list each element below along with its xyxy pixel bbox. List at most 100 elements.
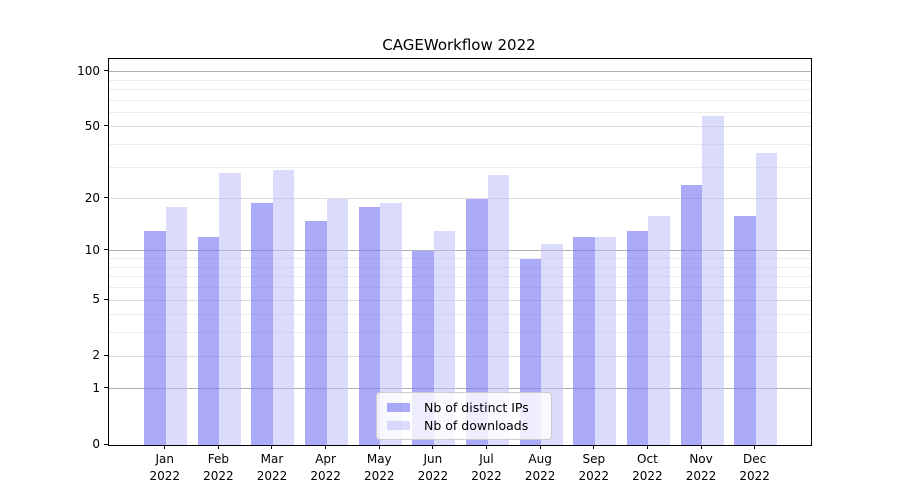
x-tick-year: 2022	[417, 469, 449, 483]
gridline-minor-4	[109, 314, 811, 316]
y-tick-mark-0	[104, 443, 108, 445]
x-tick-mark-dec	[754, 445, 756, 449]
x-tick-mark-mar	[271, 445, 273, 449]
x-tick-label-sep: Sep 2022	[564, 451, 624, 485]
x-tick-month: Apr	[315, 452, 336, 466]
x-tick-month: Nov	[689, 452, 713, 466]
bar-distinct-ips-nov	[680, 184, 703, 445]
x-tick-mark-jun	[432, 445, 434, 449]
y-tick-mark-20	[104, 197, 108, 199]
x-tick-mark-nov	[700, 445, 702, 449]
bar-distinct-ips-oct	[626, 231, 649, 445]
x-tick-label-mar: Mar 2022	[242, 451, 302, 485]
gridline-minor-90	[109, 79, 811, 81]
x-tick-year: 2022	[203, 469, 234, 483]
bar-downloads-mar	[272, 169, 295, 445]
bar-distinct-ips-jan	[144, 231, 166, 445]
x-tick-mark-aug	[539, 445, 541, 449]
legend-label-downloads: Nb of downloads	[424, 417, 529, 433]
x-tick-label-nov: Nov 2022	[671, 451, 731, 485]
y-tick-mark-2	[104, 354, 108, 356]
y-tick-label-0: 0	[92, 437, 100, 451]
x-tick-label-jan: Jan 2022	[135, 451, 195, 485]
x-tick-month: Oct	[637, 452, 658, 466]
y-tick-label-1: 1	[92, 380, 100, 395]
gridline-labeled-minor-2	[109, 355, 811, 357]
gridline-labeled-minor-50	[109, 126, 811, 128]
gridline-minor-9	[109, 258, 811, 260]
bar-distinct-ips-dec	[734, 215, 756, 445]
bar-downloads-nov	[702, 116, 724, 445]
gridline-minor-30	[109, 166, 811, 168]
bar-downloads-jul	[487, 175, 510, 445]
x-tick-year: 2022	[310, 469, 341, 483]
bar-downloads-dec	[755, 152, 778, 445]
gridline-minor-8	[109, 266, 811, 268]
x-tick-label-feb: Feb 2022	[188, 451, 248, 485]
x-tick-label-aug: Aug 2022	[510, 451, 570, 485]
x-tick-year: 2022	[149, 469, 180, 483]
x-tick-mark-may	[378, 445, 380, 449]
gridline-minor-7	[109, 276, 811, 278]
x-tick-label-may: May 2022	[349, 451, 409, 485]
y-tick-label-50: 50	[84, 118, 100, 133]
x-tick-label-apr: Apr 2022	[296, 451, 356, 485]
legend-swatch-downloads	[387, 420, 410, 430]
y-tick-mark-1	[104, 387, 108, 389]
gridline-labeled-minor-5	[109, 299, 811, 301]
bar-downloads-apr	[326, 198, 349, 445]
bar-downloads-jun	[433, 231, 456, 445]
x-tick-label-jul: Jul 2022	[457, 451, 517, 485]
y-tick-label-5: 5	[92, 292, 100, 307]
gridline-labeled-minor-20	[109, 198, 811, 200]
x-tick-year: 2022	[578, 469, 610, 483]
x-tick-mark-oct	[646, 445, 648, 449]
bar-distinct-ips-apr	[305, 220, 327, 445]
y-tick-label-20: 20	[84, 190, 100, 205]
x-tick-label-oct: Oct 2022	[617, 451, 677, 485]
gridline-major-1	[109, 388, 811, 390]
x-tick-mark-apr	[325, 445, 327, 449]
gridline-minor-40	[109, 144, 811, 146]
legend-label-distinct-ips: Nb of distinct IPs	[424, 399, 529, 415]
y-tick-label-10: 10	[84, 242, 100, 257]
x-tick-month: Jun	[423, 452, 443, 466]
y-tick-mark-10	[104, 249, 108, 251]
x-tick-mark-sep	[593, 445, 595, 449]
gridline-minor-80	[109, 88, 811, 90]
x-tick-mark-jan	[164, 445, 166, 449]
x-tick-month: Mar	[260, 452, 284, 466]
bar-distinct-ips-feb	[197, 237, 220, 445]
chart-title: CAGEWorkflow 2022	[382, 36, 536, 54]
x-tick-label-jun: Jun 2022	[403, 451, 463, 485]
x-tick-mark-feb	[217, 445, 219, 449]
plot-area	[108, 58, 812, 446]
bar-downloads-oct	[648, 215, 670, 445]
legend-swatch-distinct-ips	[387, 402, 410, 412]
bar-distinct-ips-mar	[251, 202, 273, 445]
gridline-major-10	[109, 250, 811, 252]
gridline-minor-70	[109, 99, 811, 101]
x-tick-year: 2022	[524, 469, 556, 483]
bar-distinct-ips-may	[358, 206, 381, 445]
y-tick-mark-50	[104, 125, 108, 127]
bar-distinct-ips-jul	[466, 198, 488, 445]
legend-item-downloads: Nb of downloads	[385, 417, 543, 433]
x-tick-month: Jul	[479, 452, 494, 466]
y-tick-label-2: 2	[92, 348, 100, 363]
gridline-minor-6	[109, 287, 811, 289]
bar-downloads-sep	[594, 237, 617, 445]
x-tick-month: Jan	[155, 452, 174, 466]
x-tick-year: 2022	[363, 469, 395, 483]
y-tick-mark-5	[104, 298, 108, 300]
x-tick-year: 2022	[256, 469, 288, 483]
x-tick-year: 2022	[685, 469, 717, 483]
bar-downloads-feb	[219, 172, 241, 445]
x-tick-month: Sep	[582, 452, 606, 466]
bar-downloads-jan	[165, 206, 188, 445]
x-tick-year: 2022	[471, 469, 502, 483]
x-tick-month: Dec	[743, 452, 767, 466]
gridline-minor-60	[109, 111, 811, 113]
x-tick-month: Feb	[207, 452, 229, 466]
